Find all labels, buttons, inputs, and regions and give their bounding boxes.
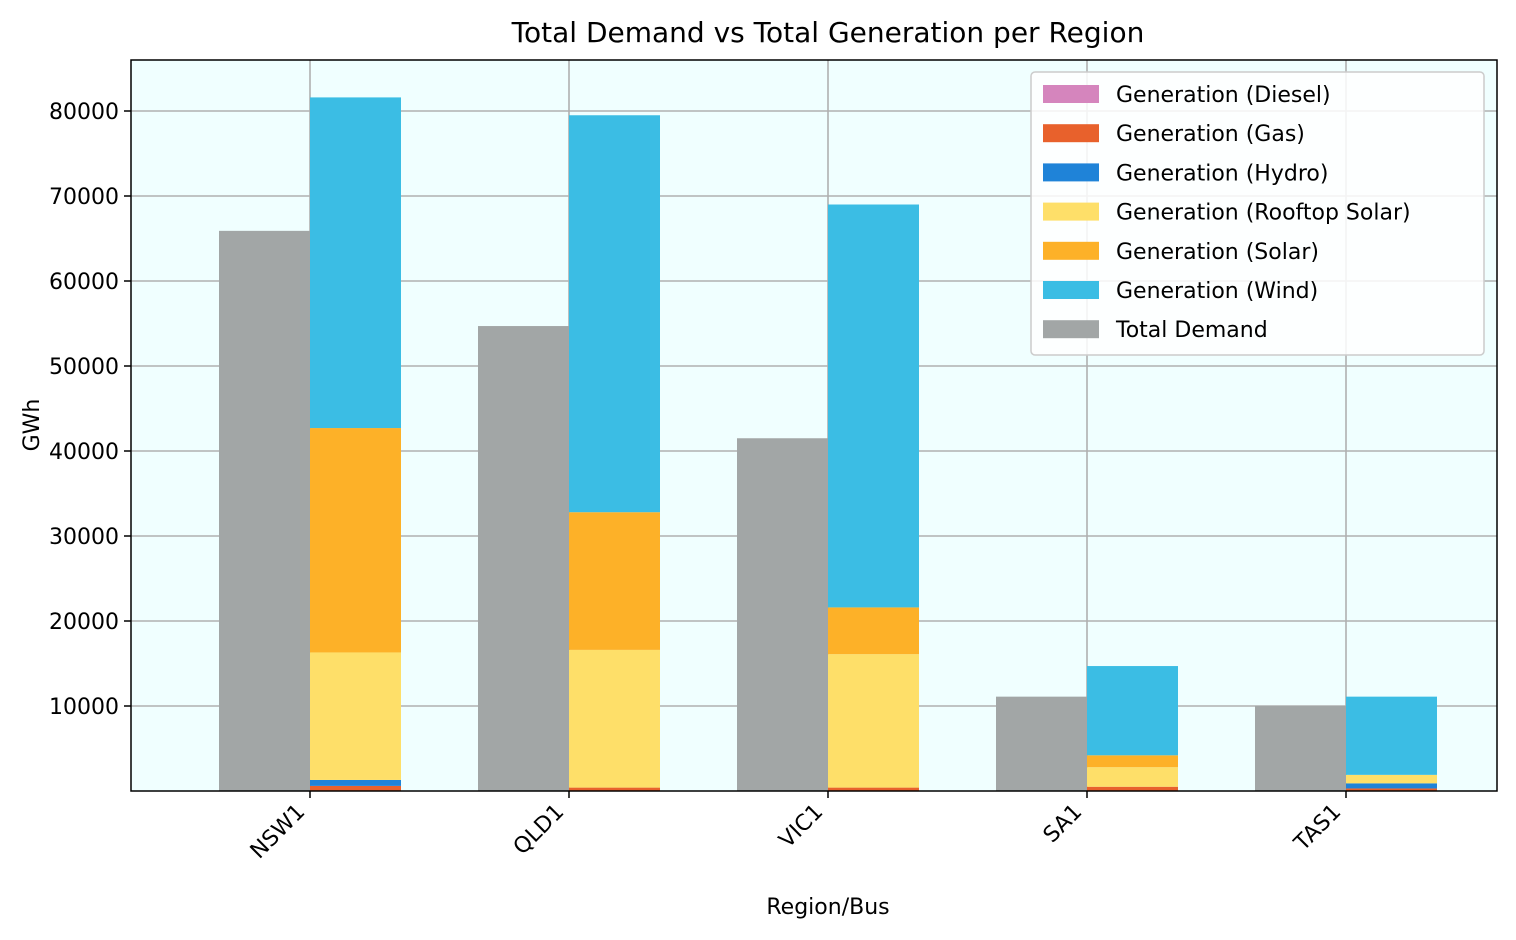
legend-label: Total Demand <box>1115 318 1268 343</box>
generation-bar-vic1-seg1 <box>828 787 919 791</box>
generation-bar-nsw1-seg5 <box>310 97 401 429</box>
y-axis-label: GWh <box>20 399 45 452</box>
generation-bar-sa1-seg5 <box>1087 666 1178 756</box>
generation-bar-nsw1-seg3 <box>310 652 401 780</box>
demand-bar-nsw1 <box>219 230 310 792</box>
y-tick-label: 10000 <box>49 695 119 720</box>
legend-swatch <box>1043 320 1099 339</box>
x-tick-label-tas1: TAS1 <box>1289 800 1346 857</box>
generation-bar-tas1-seg2 <box>1346 783 1437 789</box>
y-tick-label: 20000 <box>49 610 119 635</box>
generation-bar-qld1-seg1 <box>569 787 660 791</box>
demand-bar-sa1 <box>996 696 1087 791</box>
generation-bar-tas1-seg5 <box>1346 696 1437 775</box>
legend-swatch <box>1043 281 1099 299</box>
generation-bar-vic1-seg4 <box>828 607 919 655</box>
generation-bar-qld1-seg3 <box>569 649 660 788</box>
generation-bar-qld1-seg4 <box>569 512 660 650</box>
demand-bar-vic1 <box>737 438 828 791</box>
generation-bar-tas1-seg3 <box>1346 774 1437 784</box>
x-axis-label: Region/Bus <box>766 895 889 920</box>
y-tick-label: 50000 <box>49 355 119 380</box>
x-tick-label-vic1: VIC1 <box>775 800 829 854</box>
y-tick-label: 60000 <box>49 270 119 295</box>
generation-bar-sa1-seg1 <box>1087 786 1178 791</box>
legend-label: Generation (Gas) <box>1116 122 1305 147</box>
legend-swatch <box>1043 163 1099 182</box>
generation-bar-nsw1-seg1 <box>310 785 401 791</box>
demand-bar-qld1 <box>478 326 569 791</box>
generation-bar-qld1-seg5 <box>569 115 660 513</box>
generation-bar-vic1-seg5 <box>828 204 919 608</box>
legend-swatch <box>1043 124 1099 143</box>
y-tick-label: 30000 <box>49 525 119 550</box>
generation-bar-nsw1-seg4 <box>310 428 401 653</box>
legend-swatch <box>1043 85 1099 103</box>
legend-label: Generation (Wind) <box>1116 279 1318 304</box>
y-tick-label: 80000 <box>49 100 119 125</box>
generation-bar-tas1-seg1 <box>1346 788 1437 791</box>
x-tick-label-qld1: QLD1 <box>509 800 569 860</box>
legend-swatch <box>1043 241 1099 260</box>
generation-bar-nsw1-seg2 <box>310 779 401 786</box>
generation-bar-vic1-seg3 <box>828 654 919 788</box>
demand-bar-tas1 <box>1255 706 1346 791</box>
x-tick-label-nsw1: NSW1 <box>246 800 310 864</box>
legend-label: Generation (Rooftop Solar) <box>1116 201 1411 226</box>
chart-title: Total Demand vs Total Generation per Reg… <box>511 16 1145 49</box>
generation-bar-sa1-seg3 <box>1087 767 1178 787</box>
legend-swatch <box>1043 202 1099 221</box>
plot-frame <box>130 59 1498 792</box>
bars-layer <box>219 97 1437 792</box>
generation-bar-sa1-seg4 <box>1087 755 1178 768</box>
legend: Generation (Diesel) Generation (Gas) Gener… <box>1030 71 1485 356</box>
legend-label: Generation (Diesel) <box>1116 83 1331 108</box>
y-tick-label: 70000 <box>49 185 119 210</box>
y-tick-label: 40000 <box>49 440 119 465</box>
legend-box <box>1030 71 1485 356</box>
x-tick-label-sa1: SA1 <box>1039 800 1087 848</box>
legend-label: Generation (Solar) <box>1116 240 1319 265</box>
legend-label: Generation (Hydro) <box>1116 161 1328 186</box>
